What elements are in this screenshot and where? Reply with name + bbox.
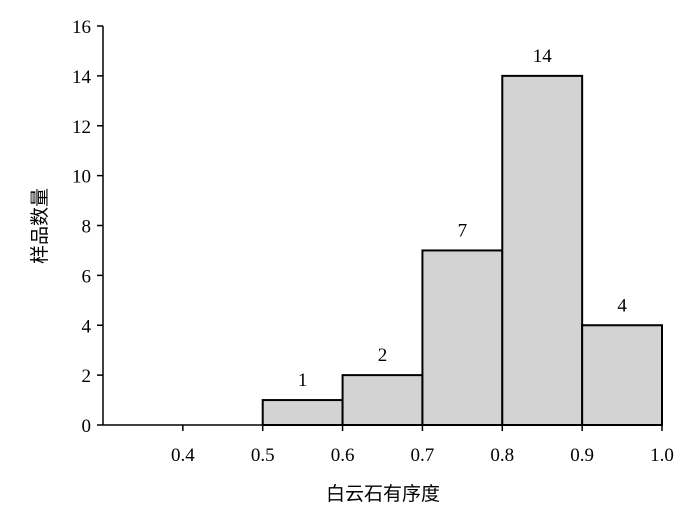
- x-tick-label: 1.0: [650, 445, 674, 466]
- bar-data-label: 2: [378, 345, 388, 366]
- histogram-bar: [341, 374, 424, 426]
- histogram-bar: [501, 74, 584, 426]
- x-tick-label: 0.4: [171, 445, 195, 466]
- y-tick-label: 8: [82, 217, 92, 238]
- x-tick-label: 0.5: [251, 445, 275, 466]
- x-tick-label: 0.7: [411, 445, 435, 466]
- x-axis-label: 白云石有序度: [326, 483, 440, 505]
- x-tick-label: 0.6: [331, 445, 355, 466]
- bar-data-label: 1: [298, 370, 308, 391]
- bar-data-label: 7: [458, 220, 468, 241]
- bar-data-label: 14: [533, 46, 553, 67]
- y-tick-label: 14: [72, 67, 92, 88]
- histogram-bar: [421, 249, 504, 426]
- y-axis-label: 样品数量: [29, 188, 51, 264]
- histogram-bar: [581, 324, 664, 426]
- y-tick-label: 10: [72, 167, 91, 188]
- x-tick-label: 0.8: [490, 445, 514, 466]
- histogram-bar: [261, 399, 344, 426]
- y-tick-label: 6: [82, 266, 92, 287]
- y-tick-label: 0: [82, 416, 92, 437]
- y-tick-label: 4: [82, 316, 92, 337]
- y-tick-label: 16: [72, 17, 91, 38]
- x-tick-label: 0.9: [570, 445, 594, 466]
- y-tick-label: 2: [82, 366, 92, 387]
- bar-data-label: 4: [617, 295, 627, 316]
- y-tick-label: 12: [72, 117, 91, 138]
